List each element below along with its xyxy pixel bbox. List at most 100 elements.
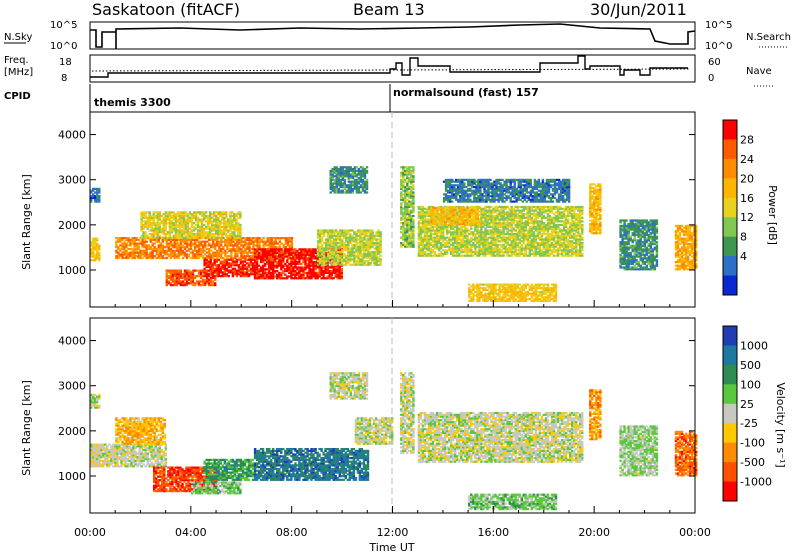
- heatmap-cell: [125, 256, 128, 260]
- heatmap-cell: [402, 198, 405, 201]
- heatmap-cell: [365, 256, 368, 259]
- heatmap-cell: [255, 253, 259, 256]
- heatmap-cell: [343, 178, 346, 181]
- heatmap-cell: [178, 236, 182, 239]
- heatmap-cell: [157, 247, 160, 251]
- heatmap-cell: [237, 271, 241, 274]
- heatmap-cell: [240, 253, 243, 256]
- heatmap-cell: [244, 255, 247, 258]
- heatmap-cell: [196, 222, 200, 225]
- heatmap-cell: [164, 222, 167, 225]
- heatmap-cell: [310, 277, 313, 280]
- heatmap-cell: [341, 243, 344, 246]
- heatmap-cell: [367, 251, 370, 254]
- heatmap-cell: [96, 250, 99, 253]
- heatmap-cell: [375, 251, 378, 254]
- heatmap-cell: [341, 175, 344, 178]
- heatmap-cell: [286, 255, 289, 258]
- heatmap-cell: [197, 247, 201, 251]
- heatmap-cell: [274, 251, 277, 255]
- heatmap-cell: [371, 245, 374, 248]
- heatmap-cell: [92, 251, 95, 255]
- heatmap-cell: [202, 213, 206, 216]
- heatmap-cell: [410, 166, 413, 169]
- heatmap-cell: [220, 242, 223, 245]
- heatmap-cell: [94, 237, 97, 240]
- heatmap-cell: [266, 244, 269, 247]
- heatmap-cell: [249, 258, 253, 261]
- heatmap-cell: [341, 249, 344, 252]
- heatmap-cell: [125, 238, 128, 241]
- heatmap-cell: [141, 240, 144, 243]
- heatmap-cell: [195, 249, 199, 252]
- heatmap-cell: [168, 225, 172, 228]
- heatmap-cell: [286, 238, 289, 241]
- heatmap-cell: [245, 262, 249, 265]
- heatmap-cell: [218, 244, 221, 247]
- heatmap-cell: [280, 277, 283, 280]
- heatmap-cell: [355, 191, 359, 194]
- heatmap-cell: [172, 214, 176, 218]
- heatmap-cell: [294, 255, 297, 258]
- heatmap-cell: [225, 273, 228, 276]
- heatmap-cell: [326, 275, 329, 278]
- heatmap-cell: [379, 238, 382, 241]
- heatmap-cell: [379, 236, 382, 239]
- heatmap-cell: [165, 276, 168, 279]
- heatmap-cell: [214, 282, 217, 285]
- heatmap-cell: [139, 240, 142, 243]
- heatmap-cell: [320, 240, 324, 243]
- heatmap-cell: [155, 253, 158, 256]
- heatmap-cell: [338, 273, 341, 276]
- heatmap-cell: [339, 180, 342, 183]
- heatmap-cell: [139, 249, 142, 252]
- heatmap-cell: [412, 184, 415, 187]
- heatmap-cell: [115, 255, 118, 258]
- heatmap-cell: [158, 218, 161, 221]
- heatmap-cell: [341, 254, 344, 257]
- heatmap-cell: [203, 246, 207, 249]
- heatmap-cell: [349, 180, 352, 183]
- heatmap-cell: [210, 246, 213, 249]
- heatmap-cell: [264, 244, 267, 247]
- heatmap-cell: [253, 266, 257, 269]
- heatmap-cell: [232, 240, 235, 243]
- heatmap-cell: [292, 270, 295, 273]
- heatmap-cell: [121, 247, 124, 251]
- heatmap-cell: [203, 249, 207, 252]
- heatmap-cell: [222, 246, 225, 249]
- heatmap-cell: [242, 249, 245, 252]
- heatmap-cell: [174, 213, 178, 216]
- heatmap-cell: [294, 250, 297, 253]
- heatmap-cell: [412, 193, 415, 196]
- heatmap-cell: [333, 191, 336, 194]
- heatmap-cell: [247, 258, 251, 261]
- heatmap-cell: [331, 173, 334, 176]
- heatmap-cell: [255, 259, 259, 262]
- heatmap-cell: [178, 231, 182, 234]
- heatmap-cell: [292, 261, 295, 264]
- heatmap-cell: [231, 220, 234, 223]
- heatmap-cell: [94, 255, 97, 258]
- heatmap-cell: [369, 234, 372, 237]
- heatmap-cell: [255, 262, 259, 265]
- heatmap-cell: [223, 231, 226, 234]
- heatmap-cell: [173, 271, 177, 274]
- heatmap-cell: [155, 240, 158, 243]
- heatmap-cell: [164, 227, 167, 230]
- heatmap-cell: [197, 256, 201, 260]
- heatmap-cell: [404, 229, 407, 232]
- heatmap-cell: [375, 243, 378, 246]
- heatmap-cell: [137, 255, 140, 258]
- heatmap-cell: [402, 225, 405, 228]
- heatmap-cell: [209, 233, 212, 236]
- heatmap-cell: [175, 278, 179, 281]
- heatmap-cell: [207, 275, 210, 278]
- heatmap-cell: [320, 260, 324, 263]
- heatmap-cell: [211, 234, 214, 237]
- heatmap-cell: [337, 258, 340, 261]
- heatmap-cell: [353, 169, 357, 172]
- heatmap-cell: [231, 273, 235, 276]
- heatmap-cell: [207, 218, 210, 221]
- heatmap-cell: [151, 256, 154, 260]
